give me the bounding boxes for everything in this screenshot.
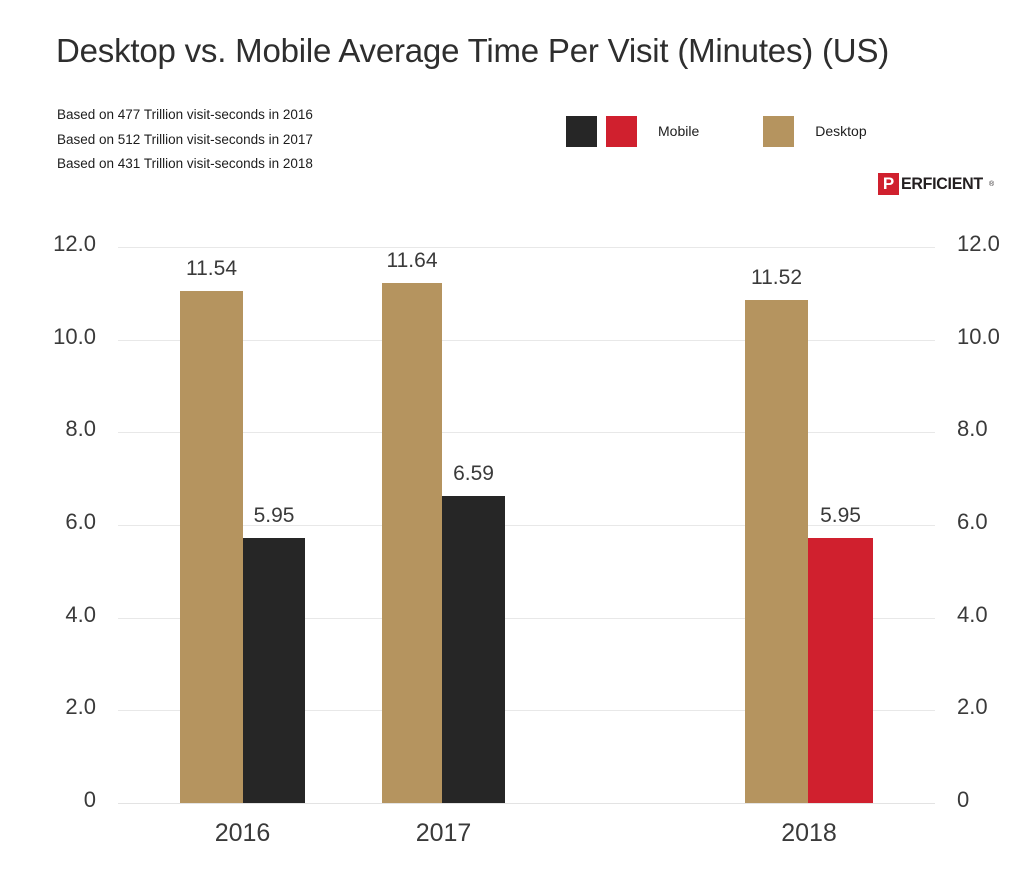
bar-value-label: 5.95 [820, 503, 861, 527]
chart-subtitle-block: Based on 477 Trillion visit-seconds in 2… [57, 103, 313, 177]
chart-legend: Mobile Desktop [566, 115, 867, 147]
legend-swatch-mobile-red [606, 115, 637, 147]
gridline [118, 803, 935, 804]
gridline [118, 247, 935, 248]
legend-label-mobile: Mobile [658, 123, 700, 139]
y-axis-tick-left: 12.0 [53, 231, 96, 256]
bar-value-label: 11.64 [386, 249, 438, 273]
bar-value-label: 6.59 [453, 462, 494, 486]
y-axis-tick-left: 0 [83, 787, 96, 812]
chart-subtitle-line: Based on 431 Trillion visit-seconds in 2… [57, 156, 313, 171]
bar-desktop-2016[interactable]: 11.54 [180, 257, 243, 803]
y-axis-tick-left: 10.0 [53, 323, 96, 349]
plot-area: 12.0 12.0 10.0 10.0 8.0 8.0 6.0 6.0 4.0 4.0 2.0 2.0… [53, 231, 1000, 847]
y-axis-tick-right: 0 [957, 787, 970, 812]
legend-item-mobile[interactable]: Mobile [566, 115, 700, 147]
gridline [118, 525, 935, 526]
x-axis-tick-2018: 2018 [781, 819, 837, 847]
chart-subtitle-line: Based on 512 Trillion visit-seconds in 2… [57, 131, 313, 147]
legend-item-desktop[interactable]: Desktop [763, 115, 867, 147]
y-axis-tick-left: 8.0 [65, 416, 96, 442]
y-axis-tick-left: 2.0 [65, 694, 96, 720]
gridline [118, 617, 935, 619]
y-axis-tick-right: 10.0 [957, 323, 1000, 349]
y-axis-tick-right: 4.0 [957, 601, 988, 627]
y-axis-tick-right: 12.0 [957, 231, 1000, 256]
chart-subtitle-line: Based on 477 Trillion visit-seconds in 2… [57, 107, 313, 122]
x-axis-tick-2017: 2017 [415, 819, 472, 847]
bar-desktop-2018[interactable]: 11.52 [745, 266, 808, 803]
y-axis-tick-right: 8.0 [957, 416, 988, 442]
bar-value-label: 11.54 [186, 257, 237, 281]
trademark-icon: ® [989, 180, 995, 188]
gridline [118, 339, 935, 341]
legend-label-desktop: Desktop [815, 123, 867, 139]
chart-title: Desktop vs. Mobile Average Time Per Visi… [56, 32, 890, 69]
bar-value-label: 5.95 [253, 503, 295, 527]
y-axis-tick-right: 2.0 [957, 694, 988, 720]
bar-mobile-2016[interactable]: 5.95 [243, 504, 305, 803]
y-axis-tick-left: 6.0 [65, 509, 96, 534]
gridline [118, 432, 935, 434]
bar-value-label: 11.52 [751, 266, 802, 290]
bar-mobile-2017[interactable]: 6.59 [442, 462, 505, 803]
bar-desktop-2017[interactable]: 11.64 [382, 249, 442, 803]
gridline [118, 710, 935, 712]
bar-mobile-2018[interactable]: 5.95 [808, 504, 873, 803]
perficient-wordmark: ERFICIENT [901, 174, 983, 193]
y-axis-tick-right: 6.0 [957, 509, 988, 534]
perficient-p-mark: P [878, 173, 899, 195]
legend-swatch-desktop [763, 115, 795, 147]
perficient-logo: P ERFICIENT ® [878, 172, 994, 196]
y-axis-tick-left: 4.0 [65, 601, 96, 627]
x-axis-tick-2016: 2016 [214, 819, 271, 847]
legend-swatch-mobile-black [566, 115, 597, 147]
